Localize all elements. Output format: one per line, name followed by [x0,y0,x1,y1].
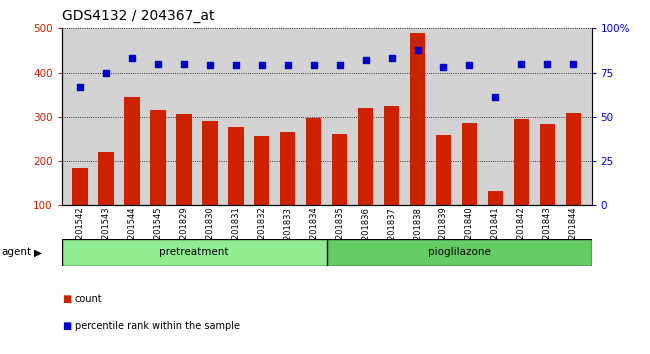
Point [101,70,111,75]
Text: count: count [75,294,103,304]
Bar [514,119,529,250]
Point [75,84,85,90]
Text: pretreatment: pretreatment [159,247,229,257]
Point [205,63,215,68]
Bar [326,239,592,266]
Point [309,63,319,68]
Text: ▶: ▶ [34,247,42,257]
Bar [176,114,192,250]
Bar [384,106,399,250]
Point [412,47,423,52]
Text: GDS4132 / 204367_at: GDS4132 / 204367_at [62,9,214,23]
Bar [98,152,114,250]
Bar [488,191,503,250]
Point [153,61,163,67]
Point [257,63,267,68]
Bar [280,132,296,250]
Point [334,63,345,68]
Point [464,63,474,68]
Bar [462,122,477,250]
Point [386,56,396,61]
Bar [254,136,270,250]
Bar [62,239,326,266]
Text: ■: ■ [62,321,71,331]
Bar [410,33,425,250]
Bar [228,127,244,250]
Text: agent: agent [1,247,31,257]
Point [283,63,293,68]
Bar [124,97,140,250]
Bar [566,113,581,250]
Point [127,56,137,61]
Bar [150,110,166,250]
Point [231,63,241,68]
Point [360,57,370,63]
Text: pioglilazone: pioglilazone [428,247,491,257]
Text: percentile rank within the sample: percentile rank within the sample [75,321,240,331]
Bar [306,118,322,250]
Point [490,95,501,100]
Bar [202,121,218,250]
Bar [436,135,451,250]
Bar [72,168,88,250]
Point [542,61,552,67]
Point [516,61,526,67]
Point [438,64,448,70]
Bar [540,124,555,250]
Bar [332,133,347,250]
Point [179,61,189,67]
Text: ■: ■ [62,294,71,304]
Point [568,61,578,67]
Bar [358,108,373,250]
